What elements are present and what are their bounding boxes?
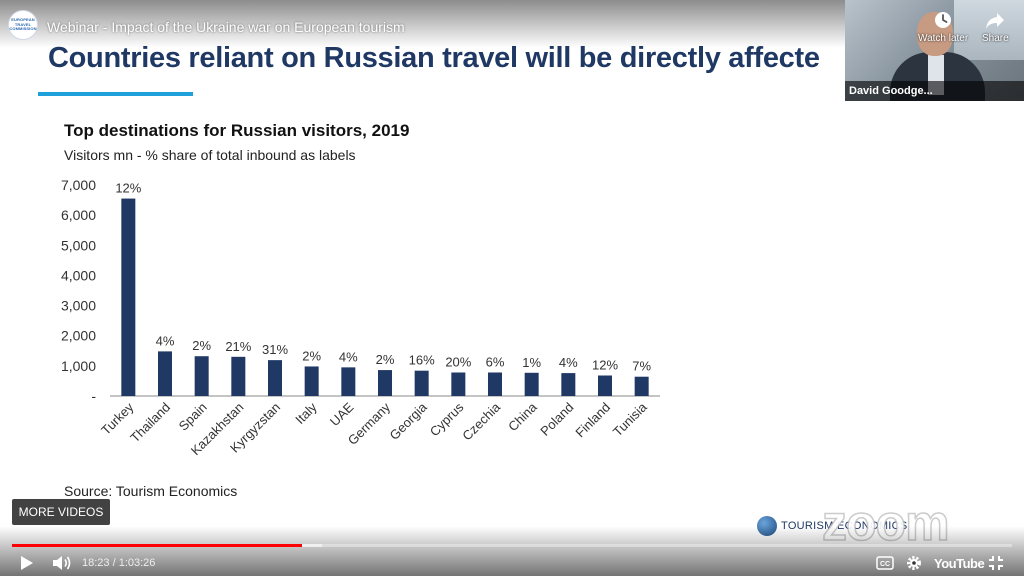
chart-subtitle: Visitors mn - % share of total inbound a… xyxy=(64,147,356,163)
bar xyxy=(488,372,502,396)
bar xyxy=(524,372,539,396)
chart-title: Top destinations for Russian visitors, 2… xyxy=(64,121,410,140)
player-controls: 18:23 / 1:03:26 CC YouTube xyxy=(0,550,1024,576)
bar xyxy=(194,356,209,396)
y-tick-label: 2,000 xyxy=(61,328,96,344)
bar xyxy=(341,367,356,396)
time-separator: / xyxy=(109,557,119,569)
clock-icon xyxy=(935,12,952,28)
x-tick-label: Georgia xyxy=(386,399,430,443)
x-tick-label: Poland xyxy=(537,400,576,439)
y-tick-label: 7,000 xyxy=(61,177,96,193)
webcam-background-window xyxy=(954,0,1024,60)
current-time: 18:23 xyxy=(82,557,110,569)
x-tick-label: Czechia xyxy=(459,399,503,443)
x-tick-label: Tunisia xyxy=(610,399,650,439)
bar-data-label: 31% xyxy=(262,342,288,357)
heading-accent-rule xyxy=(38,92,193,96)
gear-icon xyxy=(907,556,921,570)
slide-heading: Countries reliant on Russian travel will… xyxy=(48,42,820,74)
x-tick-label: Spain xyxy=(176,400,210,434)
time-display: 18:23 / 1:03:26 xyxy=(82,552,155,574)
bar-data-label: 2% xyxy=(192,338,211,353)
participant-name: David Goodge... xyxy=(845,81,1024,101)
x-tick-label: Italy xyxy=(292,399,320,427)
share-arrow-icon xyxy=(986,13,1005,29)
x-tick-label: UAE xyxy=(327,399,357,429)
x-tick-label: China xyxy=(505,399,540,434)
duration: 1:03:26 xyxy=(118,557,156,569)
channel-logo[interactable]: EUROPEAN TRAVEL COMMISSION xyxy=(8,10,38,40)
bar xyxy=(158,351,172,396)
play-button[interactable] xyxy=(20,552,34,574)
y-tick-label: 5,000 xyxy=(61,237,96,253)
x-tick-label: Thailand xyxy=(127,400,173,446)
video-title[interactable]: Webinar - Impact of the Ukraine war on E… xyxy=(47,19,405,35)
y-tick-label: - xyxy=(91,388,96,404)
more-videos-button[interactable]: MORE VIDEOS xyxy=(12,499,110,525)
y-tick-label: 3,000 xyxy=(61,298,96,314)
play-icon xyxy=(21,556,33,570)
youtube-logo[interactable]: YouTube xyxy=(934,555,985,571)
y-tick-label: 6,000 xyxy=(61,207,96,223)
y-tick-label: 1,000 xyxy=(61,358,96,374)
bar xyxy=(598,375,612,396)
x-tick-label: Finland xyxy=(572,400,613,441)
bar-data-label: 1% xyxy=(522,355,541,370)
bar-data-label: 2% xyxy=(376,352,395,367)
watch-later-label: Watch later xyxy=(918,33,969,44)
captions-button[interactable]: CC xyxy=(876,552,894,574)
bar xyxy=(561,373,576,396)
y-tick-label: 4,000 xyxy=(61,267,96,283)
exit-fullscreen-icon xyxy=(989,556,1003,570)
bar-data-label: 7% xyxy=(632,359,651,374)
bar xyxy=(414,370,429,396)
channel-logo-line: EUROPEAN xyxy=(11,17,35,23)
globe-icon xyxy=(757,516,777,536)
bar xyxy=(268,360,282,396)
bar-data-label: 21% xyxy=(225,339,251,354)
bar-data-label: 12% xyxy=(115,181,141,196)
source-text: Source: Tourism Economics xyxy=(64,483,238,499)
bar xyxy=(121,198,136,396)
bar xyxy=(304,366,319,396)
progress-played xyxy=(12,544,302,547)
bar-data-label: 4% xyxy=(339,349,358,364)
progress-bar[interactable] xyxy=(12,544,1012,547)
bar xyxy=(451,372,466,396)
share-label: Share xyxy=(982,33,1009,44)
watch-later-button[interactable]: Watch later xyxy=(918,10,968,44)
share-button[interactable]: Share xyxy=(982,10,1009,44)
captions-icon: CC xyxy=(876,556,894,570)
bar xyxy=(378,370,392,396)
volume-icon xyxy=(53,556,71,570)
bar xyxy=(634,376,649,396)
captions-icon-text: CC xyxy=(880,561,890,568)
bar xyxy=(231,356,246,396)
bar-data-label: 4% xyxy=(559,355,578,370)
bar-data-label: 2% xyxy=(302,348,321,363)
bar-data-label: 20% xyxy=(445,354,471,369)
bar-data-label: 6% xyxy=(486,354,505,369)
bar-chart: - 1,000 2,000 3,000 4,000 5,000 6,000 7,000 12% T… xyxy=(61,177,660,458)
channel-logo-line: COMMISSION xyxy=(9,26,37,32)
settings-button[interactable] xyxy=(905,552,923,574)
bar-data-label: 4% xyxy=(156,333,175,348)
channel-logo-line: TRAVEL xyxy=(14,21,32,27)
bar-data-label: 16% xyxy=(409,353,435,368)
exit-fullscreen-button[interactable] xyxy=(988,552,1004,574)
volume-button[interactable] xyxy=(52,552,72,574)
bar-data-label: 12% xyxy=(592,358,618,373)
